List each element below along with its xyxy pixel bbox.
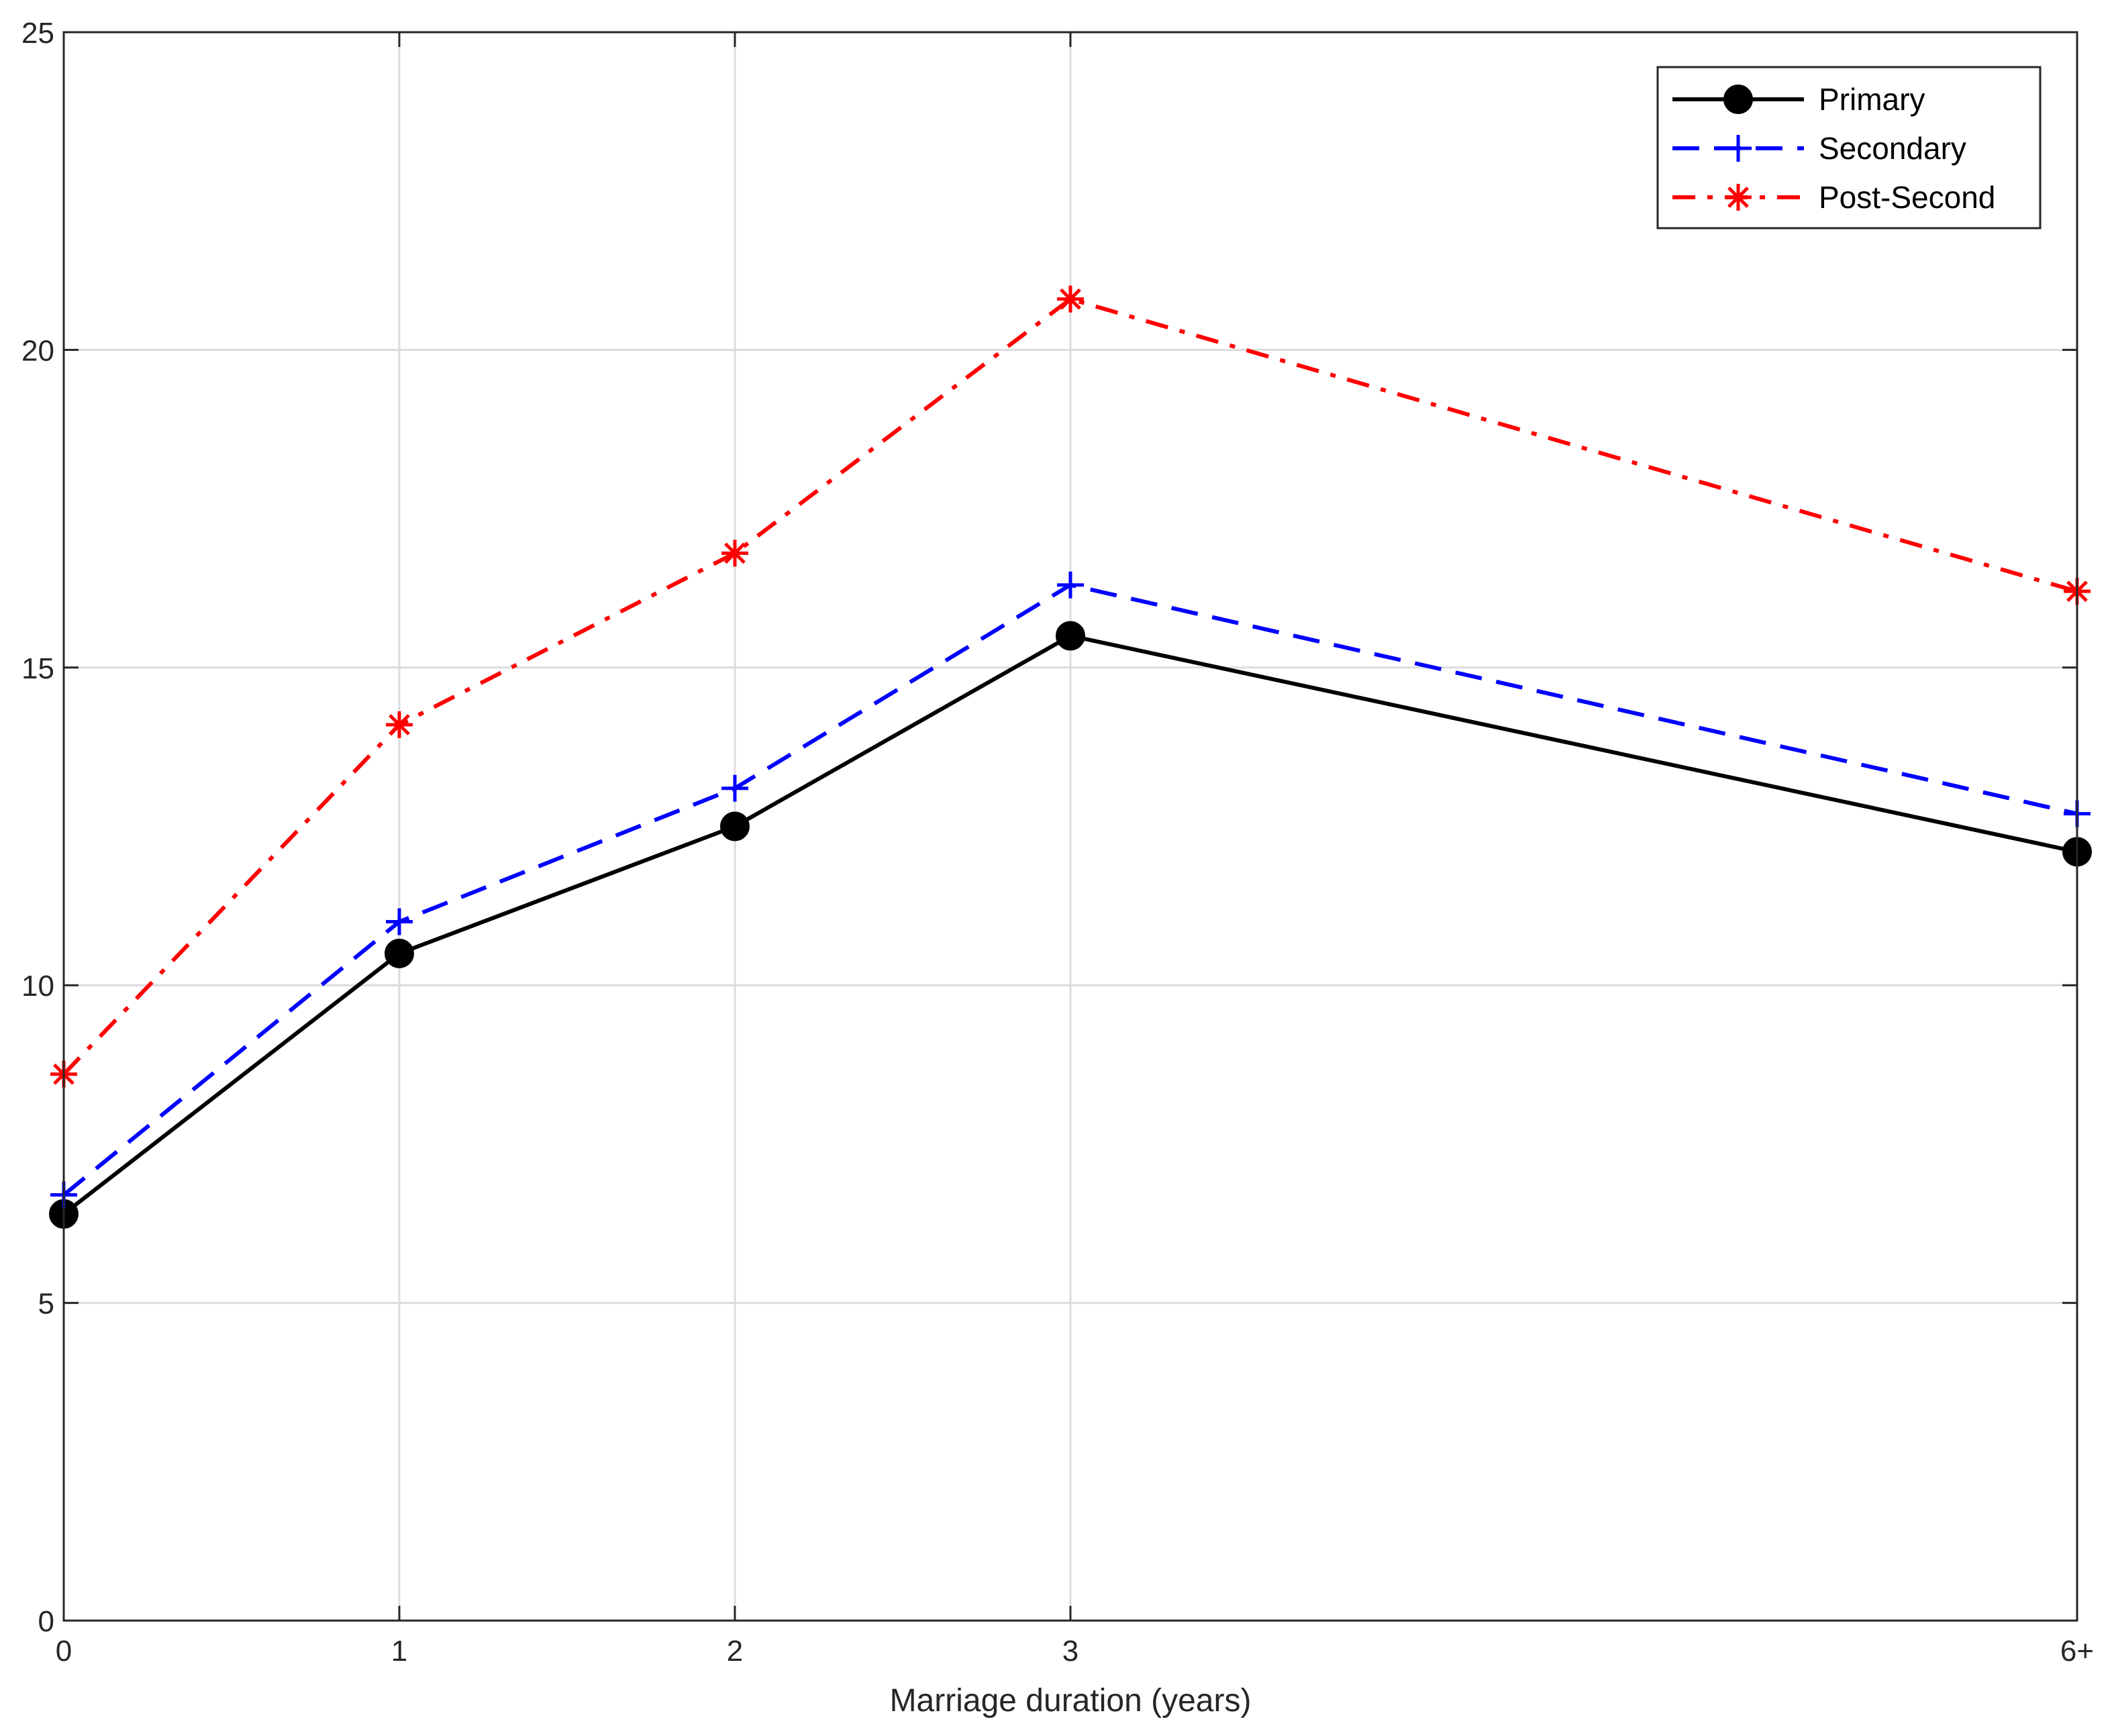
y-tick-label: 20 (21, 334, 54, 367)
y-tick-label: 0 (38, 1605, 54, 1638)
x-axis-title: Marriage duration (years) (890, 1683, 1252, 1719)
legend-entry: Primary (1672, 82, 1925, 117)
y-tick-label: 15 (21, 652, 54, 685)
tick-layer: 0 1 2 3 6+ 0 5 10 15 20 25 (21, 17, 2094, 1668)
x-tick-label: 1 (391, 1635, 407, 1668)
x-tick-label: 6+ (2060, 1635, 2094, 1668)
legend-entry: Post-Second (1672, 180, 1995, 215)
x-tick-label: 0 (56, 1635, 72, 1668)
y-tick-label: 25 (21, 17, 54, 50)
x-tick-label: 2 (727, 1635, 743, 1668)
data-point (1057, 571, 1084, 599)
legend: Primary Secondary Post-Second (1656, 66, 2042, 229)
series-line (62, 297, 2078, 1076)
data-point (1723, 85, 1753, 114)
data-point (386, 711, 413, 739)
legend-entry: Secondary (1672, 131, 1966, 166)
y-tick-label: 10 (21, 970, 54, 1003)
data-point (1056, 621, 1085, 651)
data-point (385, 938, 414, 968)
legend-label: Post-Second (1819, 180, 1995, 215)
data-point (1725, 135, 1752, 162)
data-point (721, 774, 748, 802)
legend-label: Secondary (1819, 131, 1966, 166)
grid-layer (64, 32, 2077, 1621)
data-point (386, 908, 413, 935)
data-point (720, 811, 750, 841)
data-point (1057, 285, 1084, 313)
y-tick-label: 5 (38, 1288, 54, 1321)
data-point (721, 540, 748, 567)
x-tick-label: 3 (1062, 1635, 1078, 1668)
data-point (1725, 184, 1752, 211)
legend-label: Primary (1819, 82, 1925, 117)
